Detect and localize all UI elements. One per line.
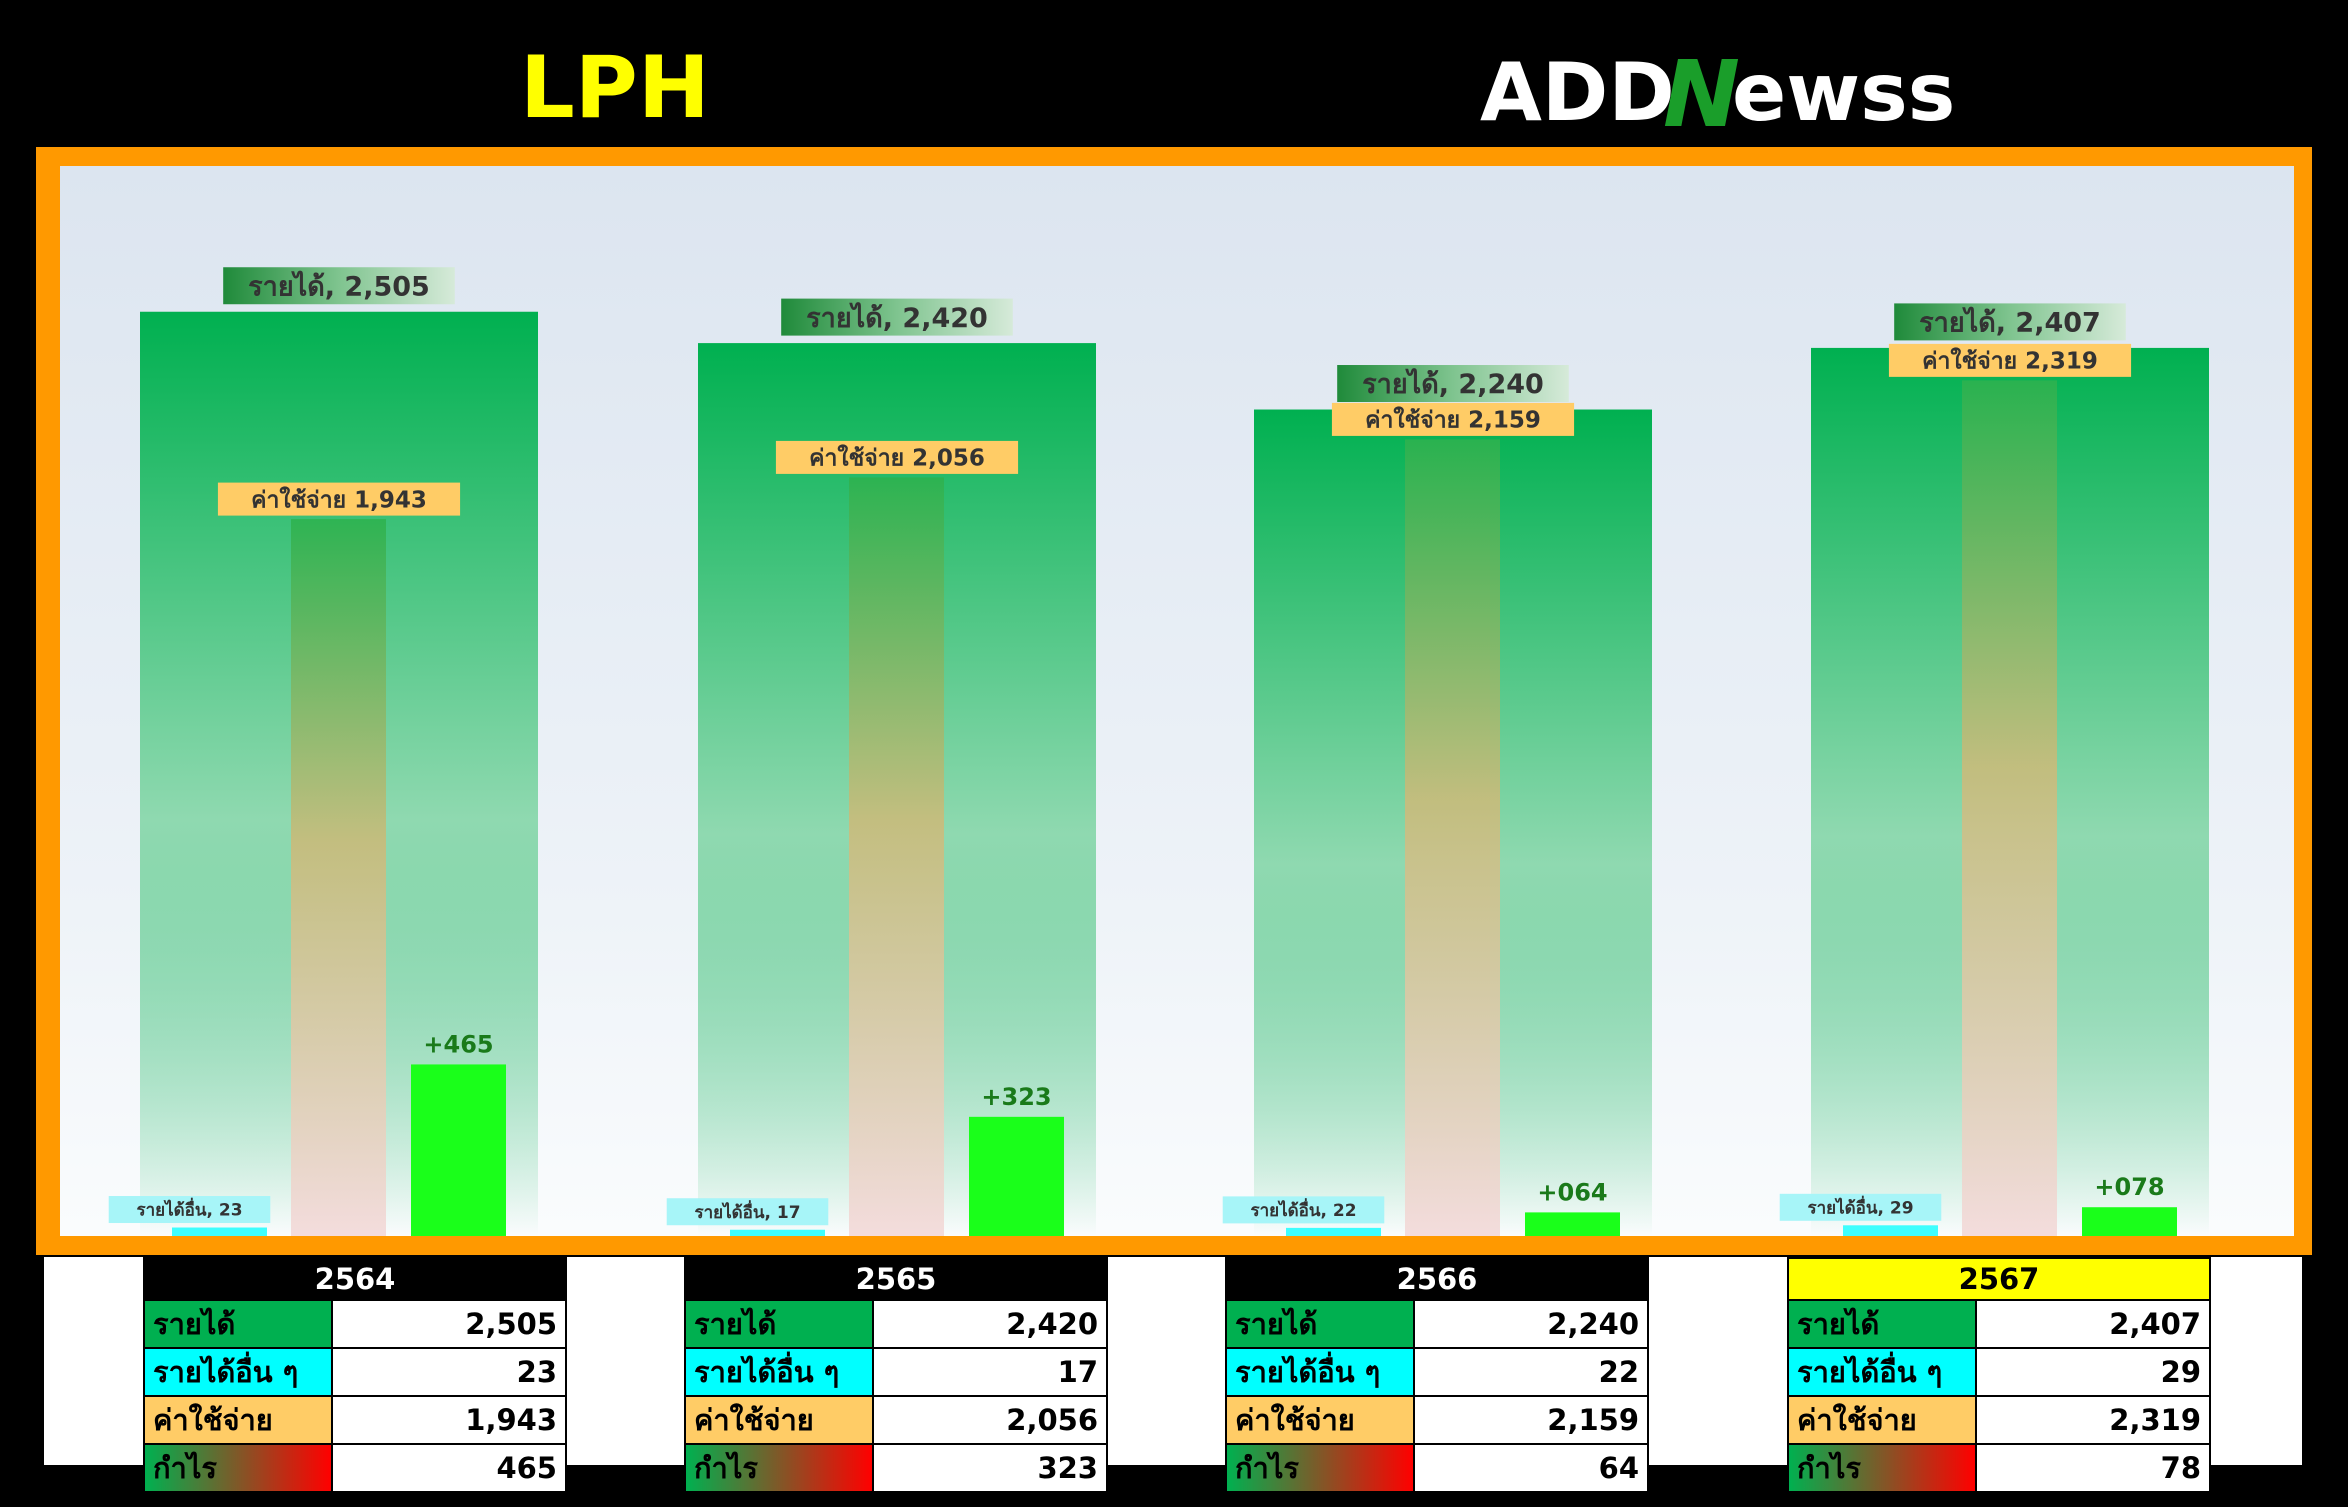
- row-label-other-income: รายได้อื่น ๆ: [684, 1347, 874, 1397]
- data-label-profit: +078: [2094, 1173, 2164, 1201]
- table-year-header: 2566: [1225, 1257, 1649, 1301]
- summary-tables: 2564 รายได้ 2,505 รายได้อื่น ๆ 23 ค่าใช้จ่…: [44, 1257, 2302, 1493]
- row-label-revenue: รายได้: [1225, 1299, 1415, 1349]
- data-label-expense: ค่าใช้จ่าย 2,159: [1365, 406, 1541, 434]
- bar-chart: รายได้, 2,505 ค่าใช้จ่าย 1,943 รายได้อื่น,…: [108, 267, 2209, 1236]
- row-value-expense: 2,319: [1975, 1395, 2211, 1445]
- data-label-revenue: รายได้, 2,505: [248, 270, 430, 302]
- data-label-revenue: รายได้, 2,407: [1919, 307, 2101, 339]
- row-value-other-income: 22: [1413, 1347, 1649, 1397]
- data-label-other-income-bg: [1779, 1193, 1942, 1221]
- data-label-revenue-bg: [781, 298, 1013, 336]
- ticker-title: LPH: [520, 38, 710, 138]
- data-label-other-income: รายได้อื่น, 23: [136, 1198, 242, 1221]
- row-label-other-income: รายได้อื่น ๆ: [1787, 1347, 1977, 1397]
- data-label-expense: ค่าใช้จ่าย 2,056: [809, 444, 985, 472]
- data-label-expense: ค่าใช้จ่าย 2,319: [1922, 347, 2098, 375]
- row-label-revenue: รายได้: [684, 1299, 874, 1349]
- row-label-revenue: รายได้: [143, 1299, 333, 1349]
- row-label-expense: ค่าใช้จ่าย: [684, 1395, 874, 1445]
- bar-expense: [849, 477, 944, 1236]
- addnewss-logo: ADD N ewss: [1480, 41, 1955, 142]
- data-label-expense-bg: [1331, 402, 1575, 436]
- bar-other-income: [730, 1229, 825, 1236]
- data-label-revenue-bg: [223, 267, 455, 305]
- row-value-revenue: 2,505: [331, 1299, 567, 1349]
- row-value-revenue: 2,420: [872, 1299, 1108, 1349]
- data-label-revenue: รายได้, 2,420: [806, 302, 988, 334]
- row-value-profit: 78: [1975, 1443, 2211, 1493]
- data-label-other-income: รายได้อื่น, 22: [1250, 1198, 1356, 1221]
- table-year-3: 2566 รายได้ 2,240 รายได้อื่น ๆ 22 ค่าใช้จ่…: [1225, 1257, 1649, 1493]
- data-label-profit: +465: [423, 1030, 493, 1058]
- row-value-other-income: 17: [872, 1347, 1108, 1397]
- data-label-revenue: รายได้, 2,240: [1362, 368, 1544, 400]
- data-label-other-income: รายได้อื่น, 29: [1807, 1195, 1913, 1218]
- bar-profit: [411, 1064, 506, 1236]
- bar-expense: [1962, 380, 2057, 1236]
- data-label-revenue-bg: [1894, 303, 2126, 341]
- table-year-2: 2565 รายได้ 2,420 รายได้อื่น ๆ 17 ค่าใช้จ่…: [684, 1257, 1108, 1493]
- table-year-header: 2564: [143, 1257, 567, 1301]
- row-label-profit: กำไร: [1225, 1443, 1415, 1493]
- logo-text-ewss: ewss: [1732, 46, 1955, 139]
- row-value-expense: 2,159: [1413, 1395, 1649, 1445]
- logo-text-add: ADD: [1480, 46, 1675, 139]
- row-label-revenue: รายได้: [1787, 1299, 1977, 1349]
- row-label-profit: กำไร: [143, 1443, 333, 1493]
- data-label-revenue-bg: [1337, 365, 1569, 403]
- bar-profit: [969, 1116, 1064, 1236]
- row-value-other-income: 29: [1975, 1347, 2211, 1397]
- bar-profit: [1525, 1212, 1620, 1236]
- row-value-expense: 2,056: [872, 1395, 1108, 1445]
- table-year-header: 2567: [1787, 1257, 2211, 1301]
- data-label-expense-bg: [1888, 343, 2132, 377]
- row-value-profit: 64: [1413, 1443, 1649, 1493]
- data-label-expense-bg: [217, 482, 461, 516]
- bar-other-income: [1843, 1225, 1938, 1236]
- bar-profit: [2082, 1207, 2177, 1236]
- table-year-1: 2564 รายได้ 2,505 รายได้อื่น ๆ 23 ค่าใช้จ่…: [143, 1257, 567, 1493]
- bar-other-income: [1286, 1227, 1381, 1236]
- row-value-profit: 323: [872, 1443, 1108, 1493]
- data-label-other-income-bg: [666, 1198, 829, 1226]
- row-value-revenue: 2,407: [1975, 1299, 2211, 1349]
- row-value-profit: 465: [331, 1443, 567, 1493]
- bar-expense: [1405, 439, 1500, 1236]
- row-value-expense: 1,943: [331, 1395, 567, 1445]
- data-label-expense: ค่าใช้จ่าย 1,943: [251, 485, 427, 513]
- logo-text-n: N: [1663, 41, 1740, 142]
- row-label-other-income: รายได้อื่น ๆ: [143, 1347, 333, 1397]
- row-label-profit: กำไร: [1787, 1443, 1977, 1493]
- row-label-expense: ค่าใช้จ่าย: [1787, 1395, 1977, 1445]
- row-value-revenue: 2,240: [1413, 1299, 1649, 1349]
- data-label-profit: +064: [1537, 1178, 1607, 1206]
- data-label-profit: +323: [981, 1083, 1051, 1111]
- bar-other-income: [172, 1227, 267, 1236]
- data-label-expense-bg: [775, 440, 1019, 474]
- chart-plot-area: รายได้, 2,505 ค่าใช้จ่าย 1,943 รายได้อื่น,…: [60, 166, 2294, 1236]
- row-label-other-income: รายได้อื่น ๆ: [1225, 1347, 1415, 1397]
- table-year-header: 2565: [684, 1257, 1108, 1301]
- row-label-expense: ค่าใช้จ่าย: [143, 1395, 333, 1445]
- data-label-other-income: รายได้อื่น, 17: [694, 1200, 800, 1223]
- table-year-4: 2567 รายได้ 2,407 รายได้อื่น ๆ 29 ค่าใช้จ่…: [1787, 1257, 2211, 1493]
- row-value-other-income: 23: [331, 1347, 567, 1397]
- data-label-other-income-bg: [1222, 1196, 1385, 1224]
- data-label-other-income-bg: [108, 1196, 271, 1224]
- row-label-expense: ค่าใช้จ่าย: [1225, 1395, 1415, 1445]
- bar-expense: [291, 519, 386, 1236]
- row-label-profit: กำไร: [684, 1443, 874, 1493]
